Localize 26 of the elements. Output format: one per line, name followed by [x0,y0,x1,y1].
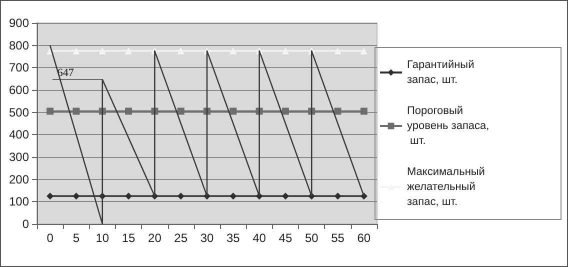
x-tick-label: 50 [304,231,319,245]
x-tick-label: 35 [226,231,240,245]
y-tick-label: 300 [8,150,30,164]
y-tick-label: 800 [8,38,30,52]
x-tick-label: 55 [331,231,345,245]
legend-label: Пороговый уровень запаса, шт. [407,105,490,147]
x-tick-label: 40 [252,231,266,245]
x-tick-label: 5 [72,231,80,245]
x-tick-label: 60 [357,231,371,245]
y-tick-label: 500 [8,105,30,120]
x-tick-label: 10 [96,231,110,245]
y-tick-label: 0 [22,217,30,231]
x-tick-label: 0 [46,231,54,245]
x-tick-label: 25 [174,231,188,245]
legend-label: Гарантийный запас, шт. [407,59,478,86]
x-tick-label: 20 [148,231,162,245]
y-tick-label: 200 [8,172,30,186]
y-tick-label: 100 [8,194,30,209]
x-tick-label: 15 [122,231,136,245]
y-tick-label: 400 [8,128,30,142]
y-tick-label: 900 [8,16,30,30]
x-tick-label: 45 [278,231,292,245]
legend-label: Максимальный желательный запас, шт. [407,166,488,208]
x-tick-label: 30 [200,231,214,245]
y-tick-label: 600 [8,83,30,97]
y-tick-label: 700 [8,60,30,75]
